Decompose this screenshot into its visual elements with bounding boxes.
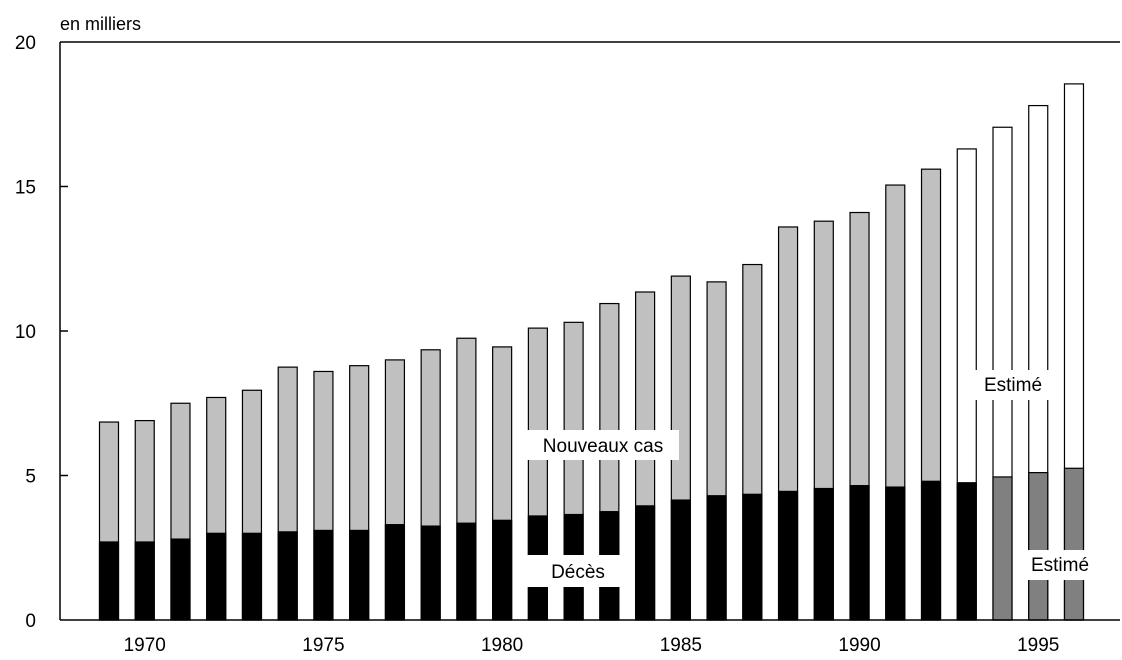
- bar-deaths-1996: [1063, 467, 1085, 621]
- y-unit-label: en milliers: [60, 14, 141, 34]
- y-axis-ticks: 0 5 10 15 20: [15, 33, 68, 632]
- bar-deaths-1977: [384, 524, 406, 621]
- y-tick-label: 5: [25, 467, 36, 488]
- annotation-estimated-cases: Estimé: [984, 375, 1042, 396]
- annotation-estimated-deaths: Estimé: [1031, 555, 1089, 576]
- bar-deaths-1988: [777, 490, 799, 621]
- bar-deaths-1972: [206, 532, 227, 621]
- bar-deaths-1995: [1028, 472, 1049, 621]
- y-tick-label: 10: [15, 322, 36, 343]
- y-tick-label: 15: [15, 178, 36, 199]
- bar-deaths-1987: [742, 493, 763, 621]
- y-tick-label: 0: [25, 611, 36, 632]
- bar-deaths-1971: [170, 538, 191, 621]
- x-tick-label: 1990: [838, 635, 880, 656]
- annotation-deaths: Décès: [551, 562, 605, 583]
- bar-deaths-1978: [420, 525, 441, 621]
- x-tick-label: 1975: [302, 635, 344, 656]
- bar-deaths-1975: [313, 529, 334, 621]
- bar-deaths-1989: [813, 487, 834, 621]
- x-tick-label: 1980: [481, 635, 523, 656]
- annotation-bg-new-cases: [527, 430, 679, 460]
- bar-deaths-1970: [134, 541, 155, 621]
- x-tick-label: 1995: [1017, 635, 1059, 656]
- annotation-bg-estimated-deaths: [1020, 550, 1102, 580]
- bar-deaths-1993: [956, 482, 977, 621]
- annotation-bg-estimated-cases: [968, 370, 1060, 400]
- bar-deaths-1990: [849, 485, 870, 621]
- bar-deaths-1986: [706, 495, 727, 621]
- annotations: Nouveaux cas Décès Estimé Estimé: [516, 370, 1102, 587]
- y-tick-label: 20: [15, 33, 36, 54]
- x-tick-label: 1970: [124, 635, 166, 656]
- bar-deaths-1985: [670, 499, 691, 621]
- bar-deaths-1994: [992, 476, 1013, 621]
- bar-deaths-1979: [456, 522, 477, 621]
- annotation-bg-deaths: [516, 555, 624, 587]
- x-axis-ticks: 1970 1975 1980 1985 1990 1995: [124, 635, 1060, 656]
- bar-deaths-1973: [241, 532, 263, 621]
- annotation-new-cases: Nouveaux cas: [543, 436, 663, 457]
- bar-deaths-1991: [885, 486, 906, 621]
- bar-deaths-1984: [634, 505, 656, 621]
- bar-deaths-1976: [349, 529, 370, 621]
- bar-deaths-1974: [277, 531, 298, 621]
- bar-deaths-1992: [920, 480, 942, 621]
- bar-deaths-1980: [492, 519, 513, 621]
- x-tick-label: 1985: [660, 635, 702, 656]
- bar-deaths-1969: [98, 541, 120, 621]
